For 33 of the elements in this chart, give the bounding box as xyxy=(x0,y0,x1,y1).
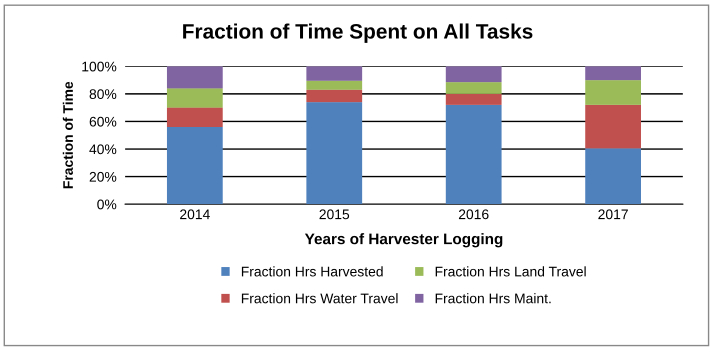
bar xyxy=(166,88,223,108)
bar xyxy=(585,80,641,105)
x-tick-label: 2017 xyxy=(598,209,628,220)
bar xyxy=(166,108,223,127)
bar xyxy=(585,66,641,80)
chart-title: Fraction of Time Spent on All Tasks xyxy=(183,23,532,43)
x-tick-label: 2015 xyxy=(320,209,350,220)
bar xyxy=(446,104,502,204)
legend-label: Fraction Hrs Maint. xyxy=(436,293,551,304)
bar xyxy=(446,66,502,82)
y-tick-label: 0% xyxy=(97,200,116,210)
legend-label: Fraction Hrs Water Travel xyxy=(242,293,398,304)
y-tick-label: 60% xyxy=(90,116,116,127)
y-tick-label: 40% xyxy=(89,144,116,154)
bar xyxy=(446,94,502,105)
legend-label: Fraction Hrs Land Travel xyxy=(436,266,586,276)
bar xyxy=(306,102,362,204)
y-tick-label: 100% xyxy=(82,62,116,72)
bar xyxy=(306,66,362,81)
bar xyxy=(166,66,223,88)
y-tick-label: 20% xyxy=(90,172,116,182)
y-tick-label: 80% xyxy=(90,89,116,100)
x-tick-label: 2014 xyxy=(180,209,210,220)
bar xyxy=(446,82,502,94)
bar xyxy=(166,126,223,204)
x-tick-label: 2016 xyxy=(458,209,489,220)
bar xyxy=(306,80,362,90)
bar xyxy=(585,148,641,204)
x-axis-title: Years of Harvester Logging xyxy=(304,233,502,248)
bar xyxy=(585,104,641,148)
bar xyxy=(306,90,362,102)
legend-label: Fraction Hrs Harvested xyxy=(242,266,383,276)
y-axis-title: Fraction of Time xyxy=(62,82,73,188)
